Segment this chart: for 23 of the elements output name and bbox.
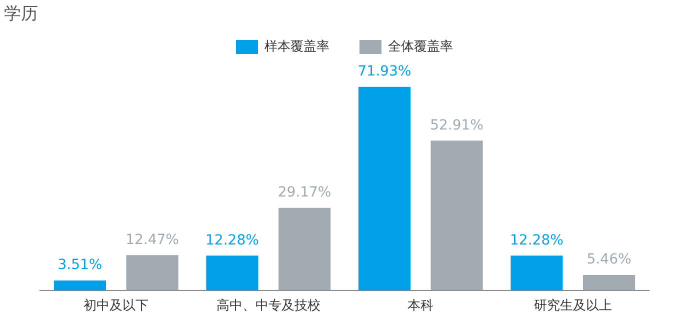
data-label: 12.28%	[206, 232, 259, 248]
bar	[54, 280, 106, 290]
legend-label: 全体覆盖率	[388, 38, 453, 54]
bar	[430, 140, 483, 290]
data-label: 12.28%	[510, 232, 564, 248]
bar	[126, 255, 178, 290]
x-tick-label: 高中、中专及技校	[216, 298, 320, 314]
data-label: 3.51%	[58, 257, 102, 274]
bar	[206, 256, 258, 290]
bar	[510, 256, 563, 290]
x-tick-label: 本科	[408, 298, 434, 314]
data-label: 29.17%	[278, 184, 332, 200]
bar	[583, 274, 636, 290]
data-label: 5.46%	[586, 252, 632, 268]
bar	[278, 208, 331, 290]
chart-title: 学历	[4, 3, 38, 25]
x-tick-label: 研究生及以上	[534, 298, 612, 314]
legend-label: 样本覆盖率	[264, 38, 330, 54]
bar	[358, 86, 410, 290]
data-label: 52.91%	[430, 117, 484, 134]
data-label: 71.93%	[358, 63, 412, 80]
data-label: 12.47%	[126, 232, 179, 248]
x-tick-label: 初中及以下	[84, 298, 149, 314]
